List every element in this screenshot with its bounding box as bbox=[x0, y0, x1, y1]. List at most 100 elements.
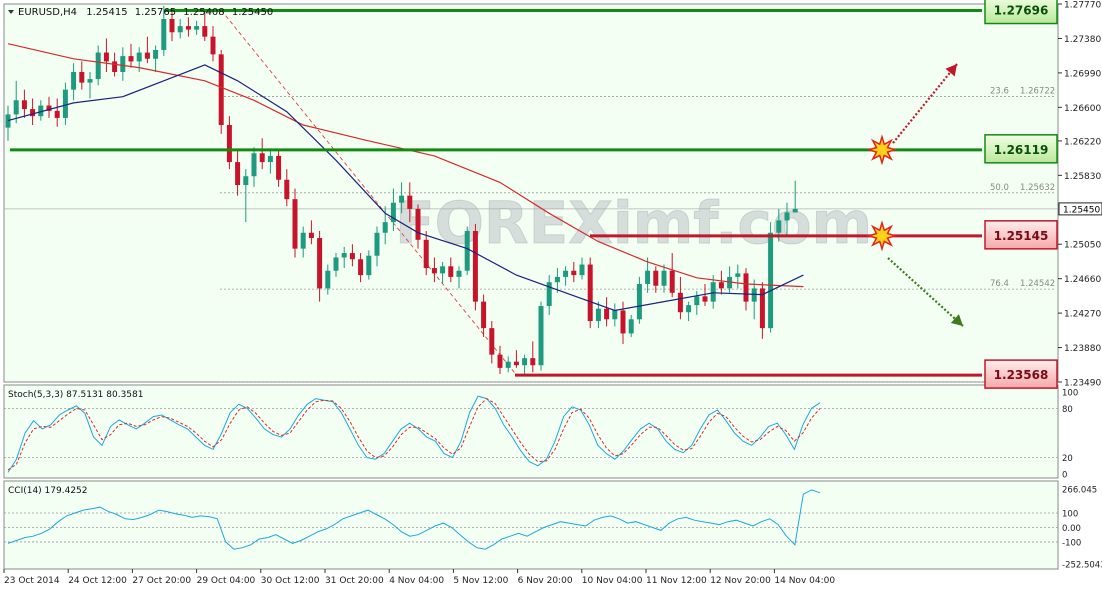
candle-body bbox=[735, 273, 741, 277]
candle-body bbox=[5, 114, 11, 128]
candle-body bbox=[694, 296, 700, 306]
candle-body bbox=[792, 208, 798, 213]
candle-body bbox=[317, 238, 323, 289]
time-tick-label: 29 Oct 04:00 bbox=[197, 576, 256, 586]
candle-body bbox=[743, 273, 749, 302]
candles bbox=[5, 5, 798, 375]
fibo-price-label: 1.25632 bbox=[1020, 183, 1055, 193]
candle-body bbox=[349, 253, 355, 260]
stoch-tick-label: 20 bbox=[1062, 454, 1073, 464]
menu-triangle-icon[interactable] bbox=[8, 10, 14, 14]
stoch-signal-line bbox=[7, 397, 821, 471]
cci-tick-label: -252.5043 bbox=[1062, 561, 1102, 571]
level-label: 1.27696 bbox=[994, 4, 1049, 18]
candle-body bbox=[267, 155, 273, 163]
candle-body bbox=[481, 301, 487, 329]
candle-body bbox=[30, 109, 36, 117]
price-tick-label: 1.25830 bbox=[1064, 172, 1101, 182]
candle-body bbox=[358, 259, 364, 276]
candle-body bbox=[46, 105, 52, 111]
burst-icon bbox=[866, 220, 898, 252]
price-tick-label: 1.24660 bbox=[1064, 275, 1101, 285]
time-tick-label: 12 Nov 20:00 bbox=[710, 576, 771, 586]
moving-averages bbox=[7, 43, 804, 312]
cci-tick-label: 100 bbox=[1062, 510, 1078, 520]
candle-body bbox=[522, 358, 528, 366]
price-tick-label: 1.27380 bbox=[1064, 35, 1101, 45]
candle-body bbox=[185, 26, 191, 30]
price-tick-label: 1.23490 bbox=[1064, 379, 1101, 389]
candle-body bbox=[431, 268, 437, 274]
candle-body bbox=[546, 282, 552, 307]
candle-body bbox=[489, 328, 495, 355]
candle-body bbox=[226, 124, 232, 163]
price-axis: 1.27770 1.27380 1.26990 1.26600 1.26220 1.258… bbox=[1058, 1, 1102, 389]
current-price-box bbox=[1058, 202, 1102, 216]
candle-body bbox=[751, 288, 757, 302]
candle-body bbox=[103, 52, 109, 62]
cci-title: CCI(14) 179.4252 bbox=[8, 486, 88, 496]
candle-body bbox=[530, 358, 536, 366]
candle-body bbox=[440, 266, 446, 274]
candle-body bbox=[653, 270, 659, 286]
arrow-down-icon bbox=[887, 257, 964, 327]
time-tick-label: 6 Nov 20:00 bbox=[518, 576, 573, 586]
candle-body bbox=[120, 56, 126, 73]
candle-body bbox=[177, 26, 183, 33]
time-tick-label: 10 Nov 04:00 bbox=[582, 576, 643, 586]
fibo-level-label: 50.0 bbox=[990, 183, 1009, 193]
candle-body bbox=[612, 310, 618, 320]
header-close: 1.25450 bbox=[232, 7, 273, 18]
stoch-main-line bbox=[7, 395, 821, 473]
candle-body bbox=[448, 266, 454, 277]
time-tick-label: 14 Nov 04:00 bbox=[774, 576, 835, 586]
time-axis: 23 Oct 2014 24 Oct 12:00 27 Oct 20:00 29 Oc… bbox=[3, 569, 835, 586]
price-axis-area bbox=[1059, 4, 1102, 569]
price-tick-label: 1.24270 bbox=[1064, 310, 1101, 320]
candle-body bbox=[38, 105, 44, 117]
candle-body bbox=[276, 155, 282, 180]
candle-body bbox=[79, 72, 85, 83]
arrow-up-icon bbox=[892, 63, 958, 144]
price-tick-label: 1.25050 bbox=[1064, 241, 1101, 251]
candle-body bbox=[399, 195, 405, 203]
candle-body bbox=[194, 26, 200, 30]
candle-body bbox=[759, 288, 765, 329]
level-label: 1.23568 bbox=[994, 368, 1049, 382]
cci-tick-label: -100 bbox=[1062, 538, 1081, 548]
candle-body bbox=[554, 276, 560, 283]
header-open: 1.25415 bbox=[86, 7, 127, 18]
candle-body bbox=[579, 264, 585, 276]
stoch-title: Stoch(5,3,3) 87.5131 80.3581 bbox=[8, 390, 143, 400]
candle-body bbox=[21, 100, 27, 110]
candle-body bbox=[210, 36, 216, 55]
header-high: 1.25765 bbox=[135, 7, 176, 18]
time-tick-label: 23 Oct 2014 bbox=[4, 576, 60, 586]
candle-body bbox=[513, 361, 519, 366]
level-label-box bbox=[984, 0, 1058, 25]
candle-body bbox=[718, 282, 724, 289]
candle-body bbox=[628, 319, 634, 334]
candle-body bbox=[407, 195, 413, 209]
candle-body bbox=[259, 153, 265, 163]
candle-body bbox=[300, 232, 306, 249]
time-tick-label: 27 Oct 20:00 bbox=[132, 576, 191, 586]
candle-body bbox=[636, 283, 642, 320]
level-label: 1.25145 bbox=[994, 229, 1049, 243]
candle-body bbox=[235, 162, 241, 186]
candle-body bbox=[423, 239, 429, 269]
stoch-tick-label: 80 bbox=[1062, 405, 1073, 415]
fibo-trend-line bbox=[220, 9, 517, 376]
candle-body bbox=[571, 270, 577, 276]
candle-body bbox=[620, 310, 626, 334]
candle-body bbox=[366, 255, 372, 276]
level-label-box bbox=[984, 220, 1058, 250]
candle-body bbox=[587, 264, 593, 322]
key-levels: 1.27696 1.26119 1.25145 1.23568 bbox=[10, 0, 1058, 389]
time-tick-label: 11 Nov 12:00 bbox=[646, 576, 707, 586]
candle-body bbox=[169, 19, 175, 33]
cci-tick-label: 266.045 bbox=[1062, 486, 1097, 496]
fibo-price-label: 1.26722 bbox=[1020, 87, 1055, 97]
